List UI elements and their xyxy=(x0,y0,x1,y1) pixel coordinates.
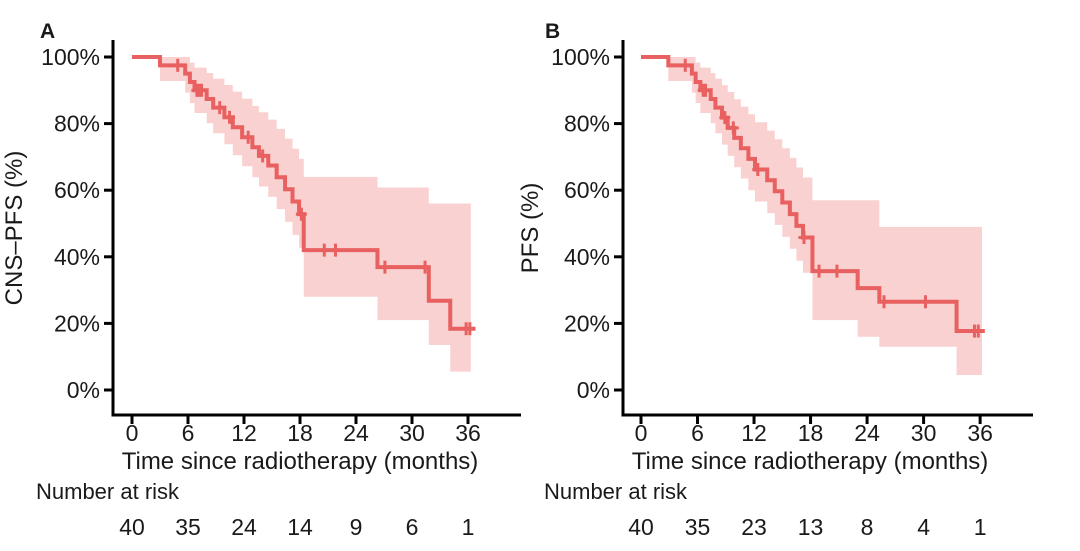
panel-b-y-tick-label: 60% xyxy=(564,177,610,203)
panel-a-survival-curve xyxy=(132,55,476,331)
panel-b-risk-count: 8 xyxy=(861,514,874,540)
panel-b-letter: B xyxy=(545,20,561,43)
panel-a-risk-count: 24 xyxy=(231,514,257,540)
panel-b-x-tick-label: 12 xyxy=(741,420,767,446)
panel-b-y-tick-label: 40% xyxy=(564,244,610,270)
panel-b-x-tick-label: 18 xyxy=(798,420,824,446)
panel-a-risk-count: 35 xyxy=(175,514,201,540)
panel-b-risk-count: 35 xyxy=(685,514,711,540)
panel-a-x-tick-label: 6 xyxy=(182,420,195,446)
panel-b-risk-count: 40 xyxy=(628,514,654,540)
panel-b-risk-count: 4 xyxy=(917,514,930,540)
panel-b-y-axis-title: PFS (%) xyxy=(517,182,544,274)
panel-a-x-axis-title: Time since radiotherapy (months) xyxy=(121,448,479,475)
panel-a-confidence-band xyxy=(159,57,471,372)
panel-a-y-tick-label: 60% xyxy=(54,177,100,203)
panel-a-y-tick-label: 80% xyxy=(54,111,100,137)
panel-a-x-tick-label: 12 xyxy=(231,420,257,446)
panel-b-y-tick-label: 0% xyxy=(577,377,610,403)
panel-a-letter: A xyxy=(40,20,56,43)
panel-a-risk-count: 14 xyxy=(287,514,313,540)
panel-b-y-tick-label: 20% xyxy=(564,310,610,336)
panel-a-y-tick-label: 100% xyxy=(41,44,100,70)
panel-b-survival-curve xyxy=(641,55,985,334)
panel-b-risk-count: 23 xyxy=(741,514,767,540)
panel-a-x-tick-label: 0 xyxy=(126,420,139,446)
panel-b-risk-count: 13 xyxy=(798,514,824,540)
panel-b-y-tick-label: 80% xyxy=(564,111,610,137)
panel-b-x-tick-label: 36 xyxy=(967,420,993,446)
panel-a-x-tick-label: 30 xyxy=(399,420,425,446)
panel-b-x-tick-label: 0 xyxy=(635,420,648,446)
panel-b-x-tick-label: 24 xyxy=(854,420,880,446)
panel-b-risk-count: 1 xyxy=(974,514,987,540)
panel-a-x-tick-label: 36 xyxy=(455,420,481,446)
panel-a-x-tick-label: 18 xyxy=(287,420,313,446)
panel-a-risk-count: 1 xyxy=(462,514,475,540)
panel-a-y-axis-title: CNS–PFS (%) xyxy=(1,150,28,306)
panel-b-x-axis-title: Time since radiotherapy (months) xyxy=(631,448,989,475)
panel-a-y-tick-label: 0% xyxy=(67,377,100,403)
panel-b-y-tick-label: 100% xyxy=(551,44,610,70)
panel-b-confidence-band xyxy=(668,57,983,376)
panel-a-risk-count: 6 xyxy=(406,514,419,540)
panel-a-y-tick-label: 40% xyxy=(54,244,100,270)
panel-a-y-tick-label: 20% xyxy=(54,310,100,336)
panel-a-risk-count: 40 xyxy=(119,514,145,540)
panel-b-x-tick-label: 6 xyxy=(691,420,704,446)
panel-a-x-tick-label: 24 xyxy=(343,420,369,446)
panel-a-risk-count: 9 xyxy=(350,514,363,540)
panel-a-number-at-risk-header: Number at risk xyxy=(36,479,180,504)
panel-b-x-tick-label: 30 xyxy=(911,420,937,446)
panel-b-number-at-risk-header: Number at risk xyxy=(544,479,688,504)
